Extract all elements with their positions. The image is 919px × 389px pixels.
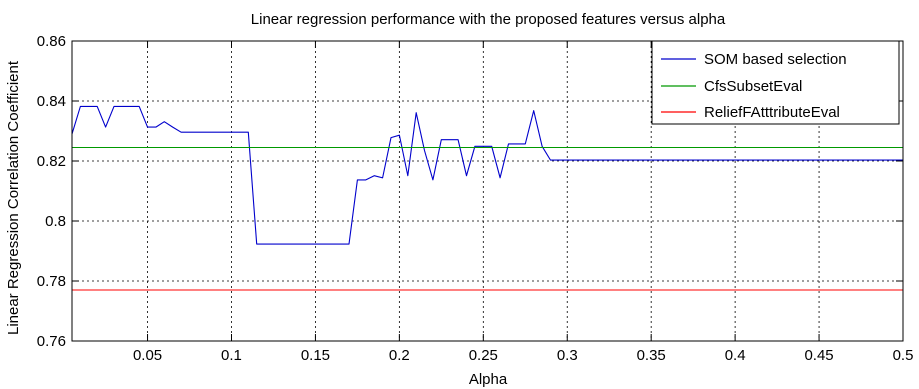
legend-box — [651, 40, 900, 125]
plot-frame — [71, 40, 904, 342]
legend-label-som: SOM based selection — [704, 51, 847, 68]
x-tick-label: 0.15 — [301, 347, 330, 364]
y-tick-label: 0.78 — [37, 273, 66, 290]
legend-label-cfs: CfsSubsetEval — [704, 78, 802, 95]
chart-title: Linear regression performance with the p… — [251, 11, 726, 28]
x-tick-label: 0.35 — [637, 347, 666, 364]
som-selection-line — [71, 105, 903, 245]
y-tick-label: 0.84 — [37, 93, 66, 110]
series-lines — [71, 105, 903, 291]
x-tick-label: 0.1 — [221, 347, 242, 364]
chart-legend: SOM based selection CfsSubsetEval Relief… — [651, 40, 900, 125]
x-tick-label: 0.45 — [804, 347, 833, 364]
x-tick-labels: 0.05 0.1 0.15 0.2 0.25 0.3 0.35 0.4 0.45 0.5 — [133, 347, 913, 364]
x-axis-title: Alpha — [469, 371, 508, 388]
x-tick-label: 0.05 — [133, 347, 162, 364]
x-tick-label: 0.4 — [725, 347, 746, 364]
y-tick-label: 0.8 — [45, 213, 66, 230]
x-tick-label: 0.2 — [389, 347, 410, 364]
y-tick-label: 0.82 — [37, 153, 66, 170]
legend-label-relieff: ReliefFAtttributeEval — [704, 104, 840, 121]
axis-ticks — [72, 40, 904, 342]
x-tick-label: 0.25 — [469, 347, 498, 364]
x-tick-label: 0.3 — [557, 347, 578, 364]
y-tick-label: 0.86 — [37, 33, 66, 50]
y-tick-labels: 0.76 0.78 0.8 0.82 0.84 0.86 — [37, 33, 66, 350]
y-axis-title: Linear Regression Correlation Coefficien… — [5, 60, 22, 335]
x-tick-label: 0.5 — [893, 347, 914, 364]
y-tick-label: 0.76 — [37, 333, 66, 350]
